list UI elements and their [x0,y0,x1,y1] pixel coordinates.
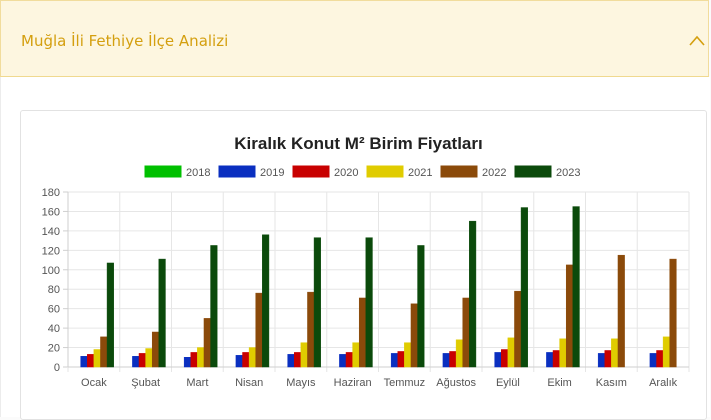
legend-label: 2018 [186,167,210,179]
x-tick-label: Eylül [496,377,520,389]
bar-2020-9 [552,350,560,368]
legend-label: 2022 [482,167,506,179]
bar-2023-9 [572,206,580,368]
bar-2021-3 [248,347,256,368]
y-tick-label: 120 [42,245,60,257]
bar-2022-2 [203,318,211,368]
legend-label: 2023 [556,167,580,179]
x-tick-label: Mayıs [286,377,316,389]
bar-2022-4 [307,291,315,368]
chevron-up-icon[interactable] [687,31,707,51]
chart-title: Kiralık Konut M² Birim Fiyatları [234,134,482,153]
legend-swatch [218,165,256,178]
y-tick-label: 80 [48,284,60,296]
bar-2019-8 [494,352,502,368]
y-tick-label: 180 [42,187,60,199]
accordion-title: Muğla İli Fethiye İlçe Analizi [21,32,229,50]
chart-card: Kiralık Konut M² Birim Fiyatları 2018 2019… [20,110,707,420]
bar-2021-7 [455,339,463,368]
bar-2022-10 [617,254,625,368]
bar-2022-3 [255,292,263,368]
bar-chart: Kiralık Konut M² Birim Fiyatları 2018 2019… [42,134,690,389]
bar-2020-0 [87,354,95,368]
x-tick-label: Kasım [596,377,627,389]
bar-2019-10 [597,353,606,368]
legend-label: 2019 [260,167,284,179]
bar-2023-3 [262,234,270,368]
bar-2023-4 [313,237,321,368]
bar-2022-8 [514,290,522,368]
x-tick-label: Mart [186,377,208,389]
bar-2023-2 [210,245,218,368]
bar-2019-2 [183,357,192,368]
bar-2023-8 [520,207,528,368]
bar-2022-0 [100,336,108,368]
bar-2022-11 [669,258,677,368]
x-tick-label: Nisan [235,377,263,389]
legend-swatch [144,165,182,178]
bar-2020-3 [242,352,250,368]
bar-2020-1 [138,353,146,368]
y-tick-label: 160 [42,206,60,218]
y-tick-label: 40 [48,323,60,335]
bar-2019-6 [390,353,399,368]
bar-2019-11 [649,353,657,368]
bar-2021-11 [662,336,670,368]
bar-2022-9 [565,264,574,368]
x-tick-label: Ekim [547,377,571,389]
bar-2020-10 [604,350,612,368]
bar-2020-4 [294,352,302,368]
bar-2020-5 [345,352,353,368]
bar-2022-5 [358,297,367,368]
bar-2021-0 [93,349,101,368]
x-tick-label: Temmuz [384,377,426,389]
bar-2019-9 [546,352,554,368]
y-tick-label: 140 [42,226,60,238]
bar-2023-1 [158,258,166,368]
accordion-header[interactable]: Muğla İli Fethiye İlçe Analizi [0,0,709,77]
bar-2021-10 [611,338,619,368]
bar-2023-6 [417,245,425,368]
bar-2020-6 [397,351,405,368]
x-tick-label: Aralık [649,377,678,389]
bar-2021-2 [197,347,205,368]
bar-2019-1 [132,356,140,368]
bar-2020-8 [501,349,509,368]
legend-swatch [440,165,478,178]
bar-2021-1 [145,348,153,368]
bar-2019-0 [80,356,88,368]
bar-2020-7 [449,351,457,368]
bar-2020-11 [656,350,664,368]
bar-2022-6 [410,303,418,368]
legend-swatch [292,165,330,178]
bar-2019-3 [235,355,243,368]
bar-2021-6 [404,342,412,368]
bar-2023-7 [469,220,477,368]
bar-2021-4 [300,342,308,368]
x-tick-label: Ağustos [436,377,476,389]
bar-2021-8 [507,337,515,368]
x-tick-label: Haziran [334,377,372,389]
bar-2020-2 [190,352,198,368]
bar-2019-5 [339,354,347,368]
x-tick-label: Şubat [131,377,160,389]
bar-2019-7 [442,353,450,368]
y-tick-label: 20 [48,343,60,355]
bar-2023-5 [365,237,373,368]
legend-label: 2021 [408,167,432,179]
legend-label: 2020 [334,167,358,179]
bar-2023-0 [106,262,114,368]
bar-2022-7 [462,297,470,368]
bar-2022-1 [151,331,160,368]
bar-2019-4 [287,354,295,368]
bar-2021-9 [559,338,567,368]
y-tick-label: 100 [42,265,60,277]
legend-swatch [366,165,404,178]
x-tick-label: Ocak [81,377,107,389]
legend-swatch [514,165,552,178]
bar-2021-5 [352,342,360,368]
y-tick-label: 0 [54,362,60,374]
y-tick-label: 60 [48,304,60,316]
